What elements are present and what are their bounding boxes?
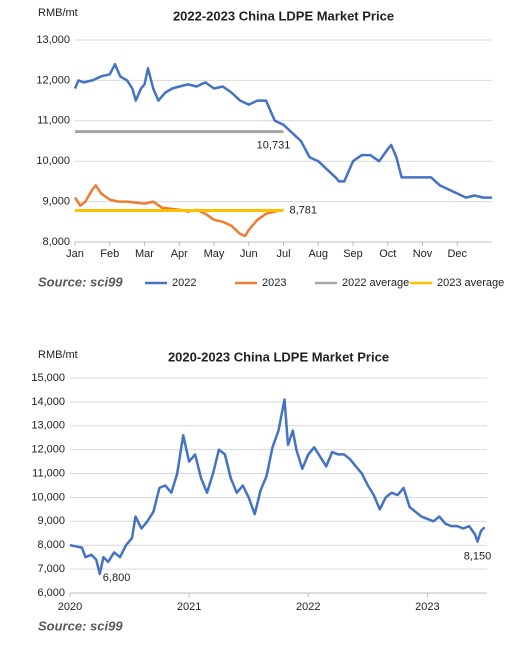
- x-tick-label: Jun: [240, 248, 258, 260]
- x-tick-label: Apr: [171, 248, 188, 260]
- x-tick-label: Aug: [308, 248, 328, 260]
- y-tick-label: 10,000: [36, 155, 70, 167]
- y-axis-unit: RMB/mt: [38, 7, 78, 19]
- y-tick-label: 14,000: [31, 396, 65, 408]
- y-tick-label: 9,000: [37, 515, 65, 527]
- y-tick-label: 8,000: [37, 539, 65, 551]
- y-tick-label: 8,000: [42, 236, 70, 248]
- legend-label: 2022 average: [342, 277, 409, 289]
- x-tick-label: 2023: [415, 601, 439, 613]
- x-tick-label: Dec: [447, 248, 467, 260]
- annotation: 8,150: [464, 551, 492, 563]
- x-tick-label: 2020: [58, 601, 82, 613]
- x-tick-label: Jan: [66, 248, 84, 260]
- y-tick-label: 7,000: [37, 563, 65, 575]
- y-tick-label: 11,000: [37, 115, 70, 127]
- x-tick-label: Oct: [379, 248, 396, 260]
- legend-label: 2023: [262, 277, 286, 289]
- chart-title: 2020-2023 China LDPE Market Price: [168, 349, 389, 364]
- y-tick-label: 12,000: [31, 444, 65, 456]
- y-axis-unit: RMB/mt: [38, 349, 78, 361]
- x-tick-label: Feb: [100, 248, 119, 260]
- average-label: 8,781: [290, 204, 318, 216]
- x-tick-label: Mar: [135, 248, 154, 260]
- y-tick-label: 6,000: [37, 587, 65, 599]
- x-tick-label: Sep: [343, 248, 363, 260]
- y-tick-label: 13,000: [31, 420, 65, 432]
- legend-label: 2023 average: [437, 277, 504, 289]
- x-tick-label: Jul: [276, 248, 290, 260]
- y-tick-label: 15,000: [31, 372, 65, 384]
- x-tick-label: 2021: [177, 601, 201, 613]
- price-line: [73, 62, 492, 199]
- x-tick-label: 2022: [296, 601, 320, 613]
- source: Source: sci99: [38, 274, 123, 289]
- y-tick-label: 9,000: [42, 196, 70, 208]
- chart-title: 2022-2023 China LDPE Market Price: [173, 8, 394, 23]
- annotation: 6,800: [103, 572, 131, 584]
- y-tick-label: 12,000: [36, 74, 70, 86]
- average-label: 10,731: [257, 140, 291, 152]
- price-line: [69, 398, 486, 576]
- legend-label: 2022: [172, 277, 196, 289]
- x-tick-label: May: [204, 248, 225, 260]
- y-tick-label: 11,000: [32, 467, 65, 479]
- x-tick-label: Nov: [413, 248, 433, 260]
- source: Source: sci99: [38, 618, 123, 633]
- y-tick-label: 13,000: [36, 34, 70, 46]
- y-tick-label: 10,000: [31, 491, 65, 503]
